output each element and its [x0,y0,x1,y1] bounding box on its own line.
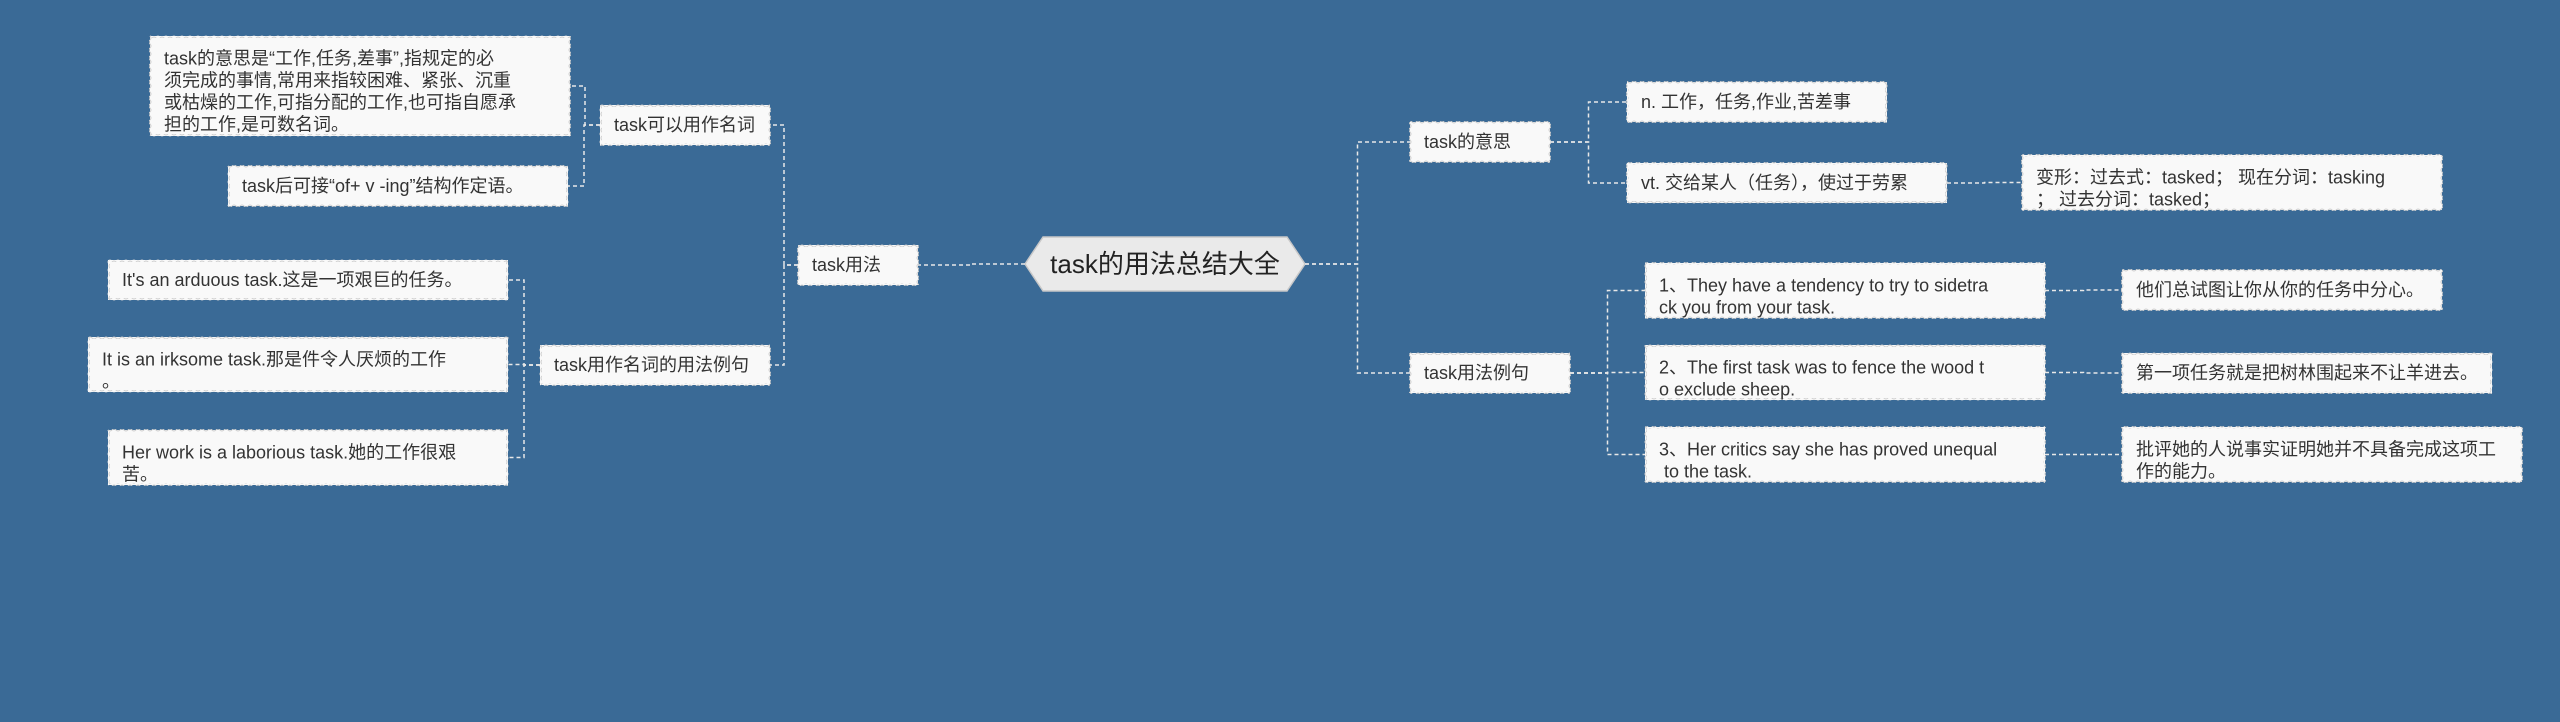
connector [570,86,600,125]
node-text: It's an arduous task.这是一项艰巨的任务。 [122,270,463,290]
connector [1305,264,1410,373]
node-noun: task可以用作名词 [599,104,771,146]
connector [1947,183,2022,184]
connector [918,264,1025,265]
connector [1570,373,1645,455]
node-noun-child-1: task后可接“of+ v -ing”结构作定语。 [227,165,569,207]
connector [508,280,540,365]
connector [1550,102,1627,142]
node-meaning-grandchild: 变形：过去式：tasked； 现在分词：tasking； 过去分词：tasked… [2021,154,2443,211]
connector [770,265,798,365]
node-text: n. 工作，任务,作业,苦差事 [1641,92,1851,112]
node-meaning-child-1: vt. 交给某人（任务），使过于劳累 [1626,162,1948,204]
node-meaning-child-0: n. 工作，任务,作业,苦差事 [1626,81,1888,123]
node-text: 他们总试图让你从你的任务中分心。 [2136,280,2424,300]
node-example-tr-2: 批评她的人说事实证明她并不具备完成这项工作的能力。 [2121,426,2523,483]
connector [1305,142,1410,264]
node-text: task用法 [812,255,881,275]
connector [770,125,798,265]
node-noun-ex-child-0: It's an arduous task.这是一项艰巨的任务。 [107,259,509,301]
node-text: task的意思 [1424,132,1511,152]
node-example-tr-1: 第一项任务就是把树林围起来不让羊进去。 [2121,352,2493,394]
node-noun-ex: task用作名词的用法例句 [539,344,771,386]
node-example-0: 1、They have a tendency to try to sidetra… [1644,262,2046,319]
root-label: task的用法总结大全 [1050,249,1280,279]
node-example-1: 2、The first task was to fence the wood t… [1644,344,2046,401]
node-usage: task用法 [797,244,919,286]
node-text: task用法例句 [1424,363,1529,383]
node-meaning: task的意思 [1409,121,1551,163]
connector [1550,142,1627,183]
node-text: task用作名词的用法例句 [554,355,749,375]
node-text: vt. 交给某人（任务），使过于劳累 [1641,173,1908,193]
node-examples: task用法例句 [1409,352,1571,394]
connector [568,125,600,186]
connector [2045,290,2122,291]
connector [1570,291,1645,374]
node-noun-ex-child-1: It is an irksome task.那是件令人厌烦的工作。 [87,336,509,393]
node-text: task后可接“of+ v -ing”结构作定语。 [242,176,524,196]
node-text: task可以用作名词 [614,115,755,135]
node-example-2: 3、Her critics say she has proved unequal… [1644,426,2046,483]
node-example-tr-0: 他们总试图让你从你的任务中分心。 [2121,269,2443,311]
node-text: 第一项任务就是把树林围起来不让羊进去。 [2136,363,2478,383]
node-noun-child-0: task的意思是“工作,任务,差事”,指规定的必须完成的事情,常用来指较困难、紧… [149,35,571,137]
connector [508,365,540,458]
connector [2045,373,2122,374]
node-noun-ex-child-2: Her work is a laborious task.她的工作很艰苦。 [107,429,509,486]
root-node: task的用法总结大全 [1025,237,1305,291]
